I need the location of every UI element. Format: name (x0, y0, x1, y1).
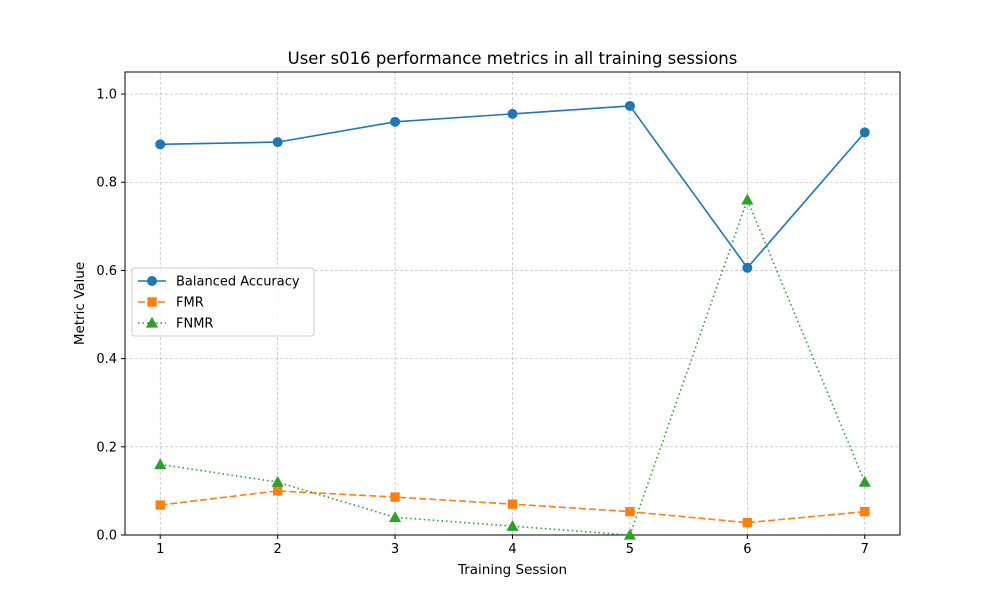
legend-entry: Balanced Accuracy (138, 275, 300, 290)
data-point (625, 506, 635, 517)
series-fnmr (154, 193, 871, 540)
x-tick-label: 4 (508, 542, 516, 557)
y-tick-label: 1.0 (96, 88, 117, 103)
data-point (507, 108, 518, 119)
legend-label: FMR (176, 296, 204, 311)
data-point (859, 127, 870, 138)
legend-marker (145, 316, 159, 328)
data-point (741, 193, 754, 205)
x-tick-label: 3 (391, 542, 399, 557)
legend-marker (147, 297, 157, 307)
legend-entry: FMR (138, 296, 204, 311)
data-point (742, 517, 753, 528)
legend: Balanced Accuracy FMR FNMR (131, 267, 315, 337)
data-point (858, 475, 871, 487)
x-tick-label: 2 (274, 542, 282, 557)
legend-label: Balanced Accuracy (176, 275, 300, 290)
data-point (155, 500, 165, 510)
y-tick-label: 0.4 (96, 352, 117, 367)
legend-box (131, 267, 315, 337)
series-fmr (155, 486, 870, 528)
data-point (390, 116, 401, 127)
y-tick-label: 0.2 (96, 440, 117, 455)
data-point (506, 519, 519, 531)
y-tick-label: 0.6 (96, 264, 117, 279)
data-point (390, 492, 400, 502)
y-tick-label: 0.0 (96, 529, 117, 544)
x-tick-label: 5 (626, 542, 634, 557)
chart-title: User s016 performance metrics in all tra… (288, 49, 738, 68)
legend-label: FNMR (176, 317, 213, 332)
data-point (742, 262, 753, 273)
axes: 1 2 3 4 5 6 7 0.0 0.2 0.4 0.6 0.8 1.0 (96, 71, 901, 557)
x-axis-label: Training Session (457, 562, 567, 578)
x-tick-label: 6 (743, 542, 751, 557)
data-point (623, 528, 636, 540)
legend-marker (147, 276, 157, 286)
x-tick-label: 1 (156, 542, 164, 557)
series-layer (154, 100, 871, 540)
plot-frame (124, 71, 901, 536)
data-point (389, 511, 402, 523)
data-point (272, 137, 283, 148)
data-point (624, 100, 635, 111)
y-tick-label: 0.8 (96, 176, 117, 191)
data-point (507, 499, 518, 509)
y-axis-label: Metric Value (72, 262, 88, 345)
data-point (272, 486, 283, 496)
series-balanced-accuracy (155, 100, 870, 273)
legend-entry: FNMR (138, 317, 213, 332)
data-point (271, 475, 284, 487)
x-tick-label: 7 (861, 542, 869, 557)
data-point (155, 139, 166, 150)
data-point (860, 506, 870, 517)
data-point (154, 458, 167, 470)
